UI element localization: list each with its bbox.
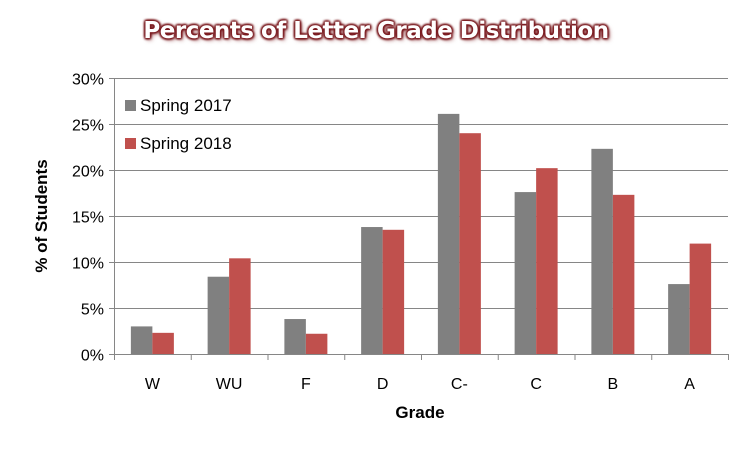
y-tick-label: 5% (81, 302, 104, 319)
x-tick-label: B (608, 376, 619, 393)
bar-spring-2018 (459, 133, 481, 354)
y-tick-label: 25% (72, 118, 104, 135)
x-tick-label: C- (451, 376, 468, 393)
x-tick-label: D (377, 376, 389, 393)
chart-title: Percents of Letter Grade Distribution (143, 18, 609, 44)
bar-spring-2017 (514, 192, 537, 354)
y-tick-label: 20% (72, 164, 104, 181)
bar-spring-2017 (130, 326, 153, 354)
x-tick-label: F (301, 376, 311, 393)
x-tick-label: C (530, 376, 542, 393)
bar-spring-2017 (591, 148, 613, 354)
bar-spring-2018 (152, 332, 174, 354)
x-axis-label: Grade (395, 403, 444, 422)
bar-spring-2017 (437, 113, 460, 354)
y-tick-label: 30% (72, 72, 104, 89)
y-axis-label: % of Students (32, 159, 51, 272)
bar-spring-2017 (361, 227, 383, 354)
legend-swatch (125, 100, 136, 111)
bar-spring-2018 (689, 243, 712, 354)
bar-spring-2018 (536, 168, 558, 354)
y-tick-label: 15% (72, 210, 104, 227)
y-tick-label: 0% (81, 348, 104, 365)
bar-spring-2018 (612, 194, 635, 354)
bar-spring-2018 (229, 258, 251, 354)
legend-label: Spring 2018 (140, 134, 232, 153)
y-tick-label: 10% (72, 256, 104, 273)
legend-swatch (125, 138, 136, 149)
legend-label: Spring 2017 (140, 96, 232, 115)
x-tick-label: WU (216, 376, 243, 393)
x-tick-label: A (684, 376, 695, 393)
bar-spring-2018 (382, 229, 405, 354)
x-tick-label: W (145, 376, 161, 393)
bar-spring-2017 (207, 276, 230, 354)
bar-spring-2018 (305, 333, 328, 354)
bar-spring-2017 (668, 284, 690, 354)
bar-spring-2017 (284, 319, 306, 354)
